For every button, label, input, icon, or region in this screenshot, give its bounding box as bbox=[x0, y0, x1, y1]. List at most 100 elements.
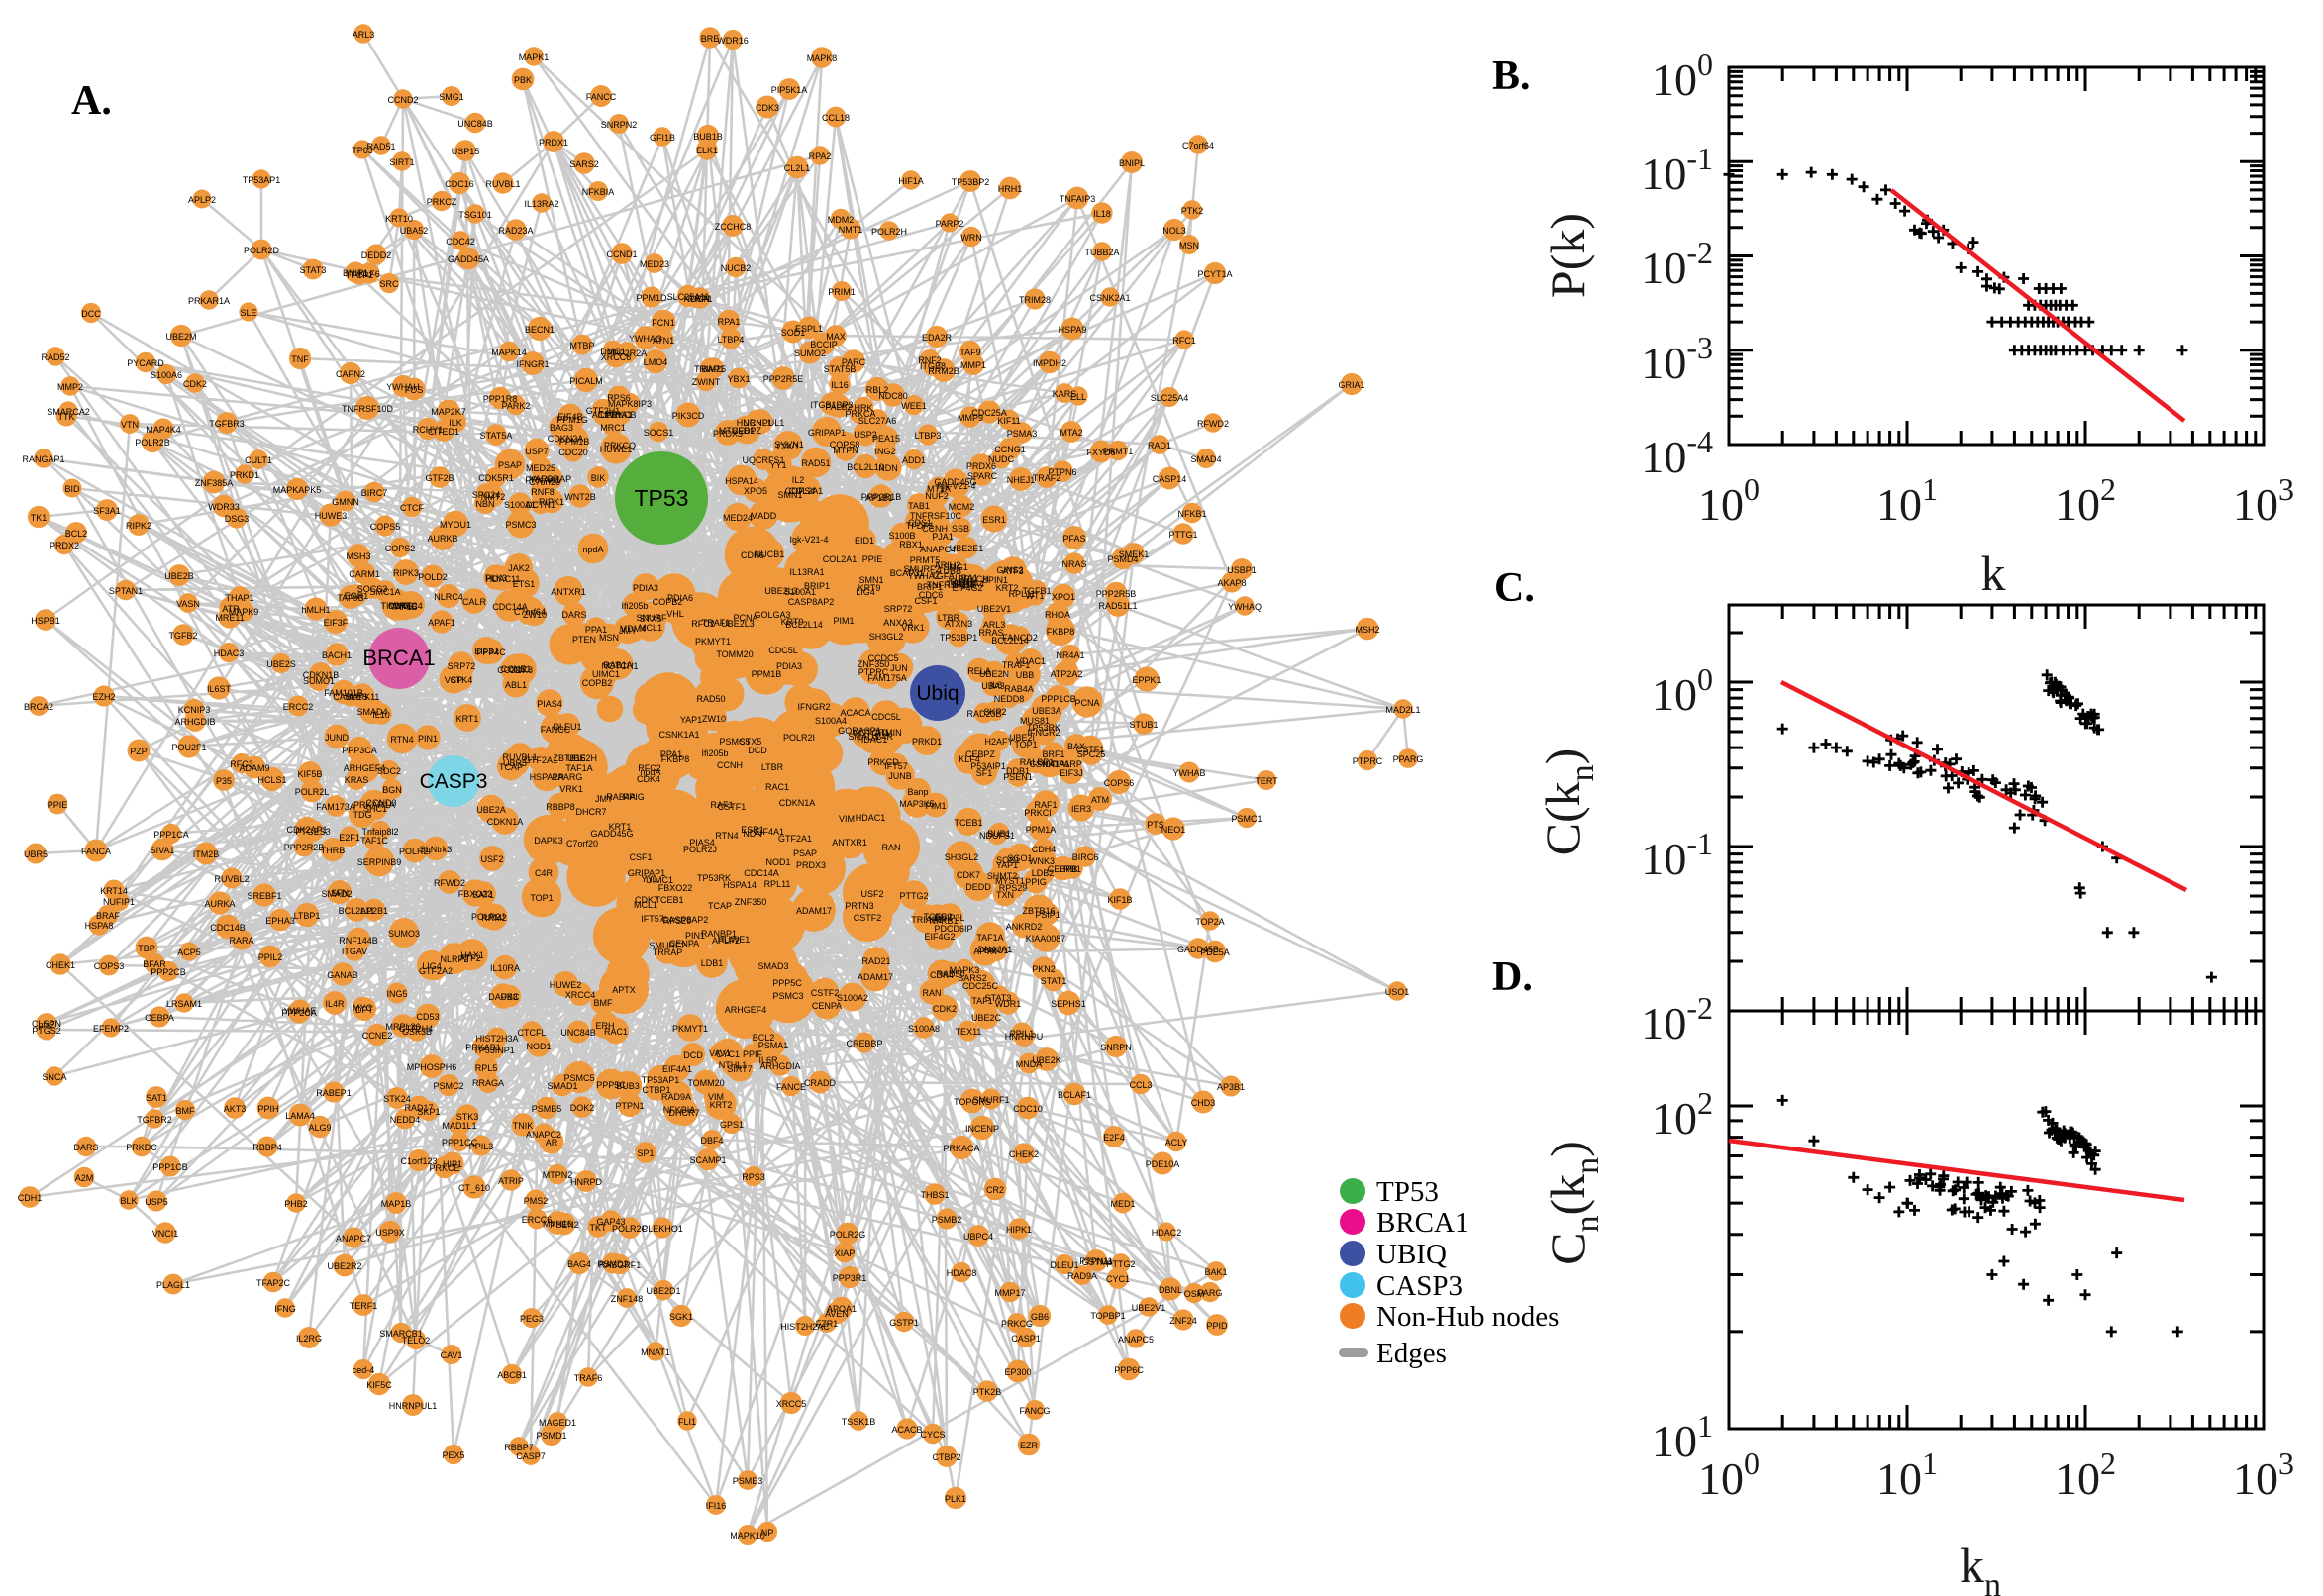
svg-text:ATMIN: ATMIN bbox=[874, 728, 901, 738]
svg-text:FANCA: FANCA bbox=[81, 847, 111, 856]
svg-text:YWHAE: YWHAE bbox=[283, 1006, 316, 1016]
svg-text:RASGRF1: RASGRF1 bbox=[599, 1260, 642, 1270]
svg-text:CDK8: CDK8 bbox=[509, 665, 533, 675]
svg-text:TKT: TKT bbox=[590, 1223, 608, 1233]
svg-text:DNAJA1: DNAJA1 bbox=[978, 945, 1013, 954]
svg-text:VTN: VTN bbox=[121, 420, 139, 430]
svg-text:RCHY1: RCHY1 bbox=[413, 425, 444, 435]
svg-text:SARS2: SARS2 bbox=[569, 159, 599, 169]
svg-text:PSAP: PSAP bbox=[498, 460, 522, 470]
svg-text:TFAP2C: TFAP2C bbox=[256, 1278, 291, 1288]
svg-text:PTK2: PTK2 bbox=[1181, 206, 1204, 216]
svg-text:TCEB1: TCEB1 bbox=[954, 818, 982, 828]
svg-text:PSMC5: PSMC5 bbox=[563, 1073, 594, 1083]
svg-text:MUS81: MUS81 bbox=[1020, 716, 1050, 726]
svg-text:EIF4A1: EIF4A1 bbox=[755, 827, 784, 837]
svg-text:GADD45A: GADD45A bbox=[448, 254, 489, 264]
svg-text:GSTM4: GSTM4 bbox=[1081, 1257, 1112, 1267]
svg-text:RAN: RAN bbox=[922, 988, 941, 998]
svg-text:IL13RA1: IL13RA1 bbox=[789, 567, 824, 577]
svg-text:PPP1CA: PPP1CA bbox=[153, 830, 189, 840]
svg-text:PIAS4: PIAS4 bbox=[689, 838, 715, 848]
svg-text:COX17: COX17 bbox=[497, 665, 527, 675]
svg-text:UBA1: UBA1 bbox=[955, 573, 978, 583]
svg-text:YWHAQ: YWHAQ bbox=[1228, 602, 1262, 612]
svg-text:TOPORS: TOPORS bbox=[954, 1097, 991, 1107]
svg-text:PRKACA: PRKACA bbox=[943, 1144, 979, 1153]
svg-text:RBBP7: RBBP7 bbox=[504, 1443, 534, 1452]
svg-text:KIAA0087: KIAA0087 bbox=[1026, 934, 1066, 944]
svg-text:MAPK8IP3: MAPK8IP3 bbox=[608, 399, 652, 409]
svg-text:RNF8: RNF8 bbox=[531, 487, 555, 497]
svg-text:TOP2A: TOP2A bbox=[1195, 917, 1224, 927]
svg-text:RPL5: RPL5 bbox=[475, 1063, 498, 1073]
svg-text:SLC27A6: SLC27A6 bbox=[858, 416, 897, 426]
svg-text:TXN: TXN bbox=[996, 890, 1014, 900]
svg-text:MNAT1: MNAT1 bbox=[641, 1347, 670, 1357]
svg-text:NUCB2: NUCB2 bbox=[721, 263, 752, 273]
svg-text:JUNB: JUNB bbox=[888, 771, 912, 781]
svg-text:ADAM17: ADAM17 bbox=[796, 906, 832, 916]
svg-text:BMF: BMF bbox=[176, 1106, 196, 1116]
svg-text:PPM1B: PPM1B bbox=[559, 437, 590, 447]
svg-text:ced-4: ced-4 bbox=[353, 1365, 375, 1375]
svg-text:BCL2L11: BCL2L11 bbox=[339, 906, 375, 916]
svg-text:THBS1: THBS1 bbox=[920, 1190, 949, 1200]
svg-text:PPIE: PPIE bbox=[862, 554, 883, 564]
svg-text:PPIF: PPIF bbox=[743, 1049, 763, 1059]
svg-text:SREBF1: SREBF1 bbox=[247, 891, 281, 901]
svg-text:XIAP: XIAP bbox=[835, 1248, 856, 1258]
svg-text:BRIP1: BRIP1 bbox=[917, 582, 943, 592]
svg-text:PMS2: PMS2 bbox=[524, 1196, 549, 1206]
svg-text:GMNN: GMNN bbox=[332, 497, 359, 507]
svg-text:CDK5R1: CDK5R1 bbox=[478, 473, 514, 483]
svg-text:OSM: OSM bbox=[1184, 1289, 1205, 1299]
svg-text:ACIN1: ACIN1 bbox=[592, 410, 619, 420]
svg-text:DOK2: DOK2 bbox=[570, 1103, 595, 1113]
svg-text:EFEMP2: EFEMP2 bbox=[93, 1024, 129, 1034]
svg-text:UBC: UBC bbox=[500, 992, 520, 1002]
svg-text:PLAGL1: PLAGL1 bbox=[156, 1280, 190, 1290]
svg-text:NOD1: NOD1 bbox=[526, 1042, 551, 1051]
svg-text:CAV1: CAV1 bbox=[777, 442, 800, 451]
svg-text:HDAC1: HDAC1 bbox=[858, 735, 888, 745]
svg-text:PRKD1: PRKD1 bbox=[230, 470, 259, 480]
svg-text:NEO1: NEO1 bbox=[1162, 825, 1186, 835]
svg-text:DSG3: DSG3 bbox=[225, 514, 250, 524]
svg-text:CENPA: CENPA bbox=[812, 1001, 842, 1011]
svg-text:CD53: CD53 bbox=[416, 1012, 439, 1022]
svg-text:SUMO3: SUMO3 bbox=[388, 929, 420, 939]
svg-text:IFT57: IFT57 bbox=[884, 761, 908, 771]
svg-text:PRKAA1: PRKAA1 bbox=[525, 475, 560, 485]
svg-text:CT_610: CT_610 bbox=[458, 1183, 490, 1193]
svg-text:BUB1B: BUB1B bbox=[693, 132, 723, 142]
svg-text:hMLH1: hMLH1 bbox=[301, 605, 330, 615]
svg-text:NMT1: NMT1 bbox=[839, 225, 863, 235]
svg-text:TAF1C: TAF1C bbox=[360, 836, 388, 846]
svg-text:MDM2: MDM2 bbox=[828, 215, 855, 225]
svg-text:ADAM17: ADAM17 bbox=[858, 972, 893, 982]
svg-text:ZNF148: ZNF148 bbox=[611, 1294, 644, 1304]
svg-text:STK24: STK24 bbox=[383, 1094, 411, 1104]
svg-text:CDKN2A: CDKN2A bbox=[548, 434, 584, 444]
svg-text:TP53: TP53 bbox=[1376, 1176, 1439, 1208]
svg-text:RAD50: RAD50 bbox=[696, 694, 725, 704]
svg-text:RTN4: RTN4 bbox=[390, 735, 413, 745]
svg-text:JMY: JMY bbox=[619, 626, 637, 636]
svg-text:TOP1: TOP1 bbox=[530, 893, 553, 903]
svg-text:DDB1: DDB1 bbox=[1006, 766, 1030, 776]
svg-text:RUVBL1: RUVBL1 bbox=[485, 179, 520, 189]
svg-text:MAP2K7: MAP2K7 bbox=[431, 407, 466, 417]
svg-text:SMARCA2: SMARCA2 bbox=[47, 407, 90, 417]
svg-text:BFAR: BFAR bbox=[143, 959, 166, 969]
svg-text:RAD21: RAD21 bbox=[861, 956, 890, 966]
svg-text:SOCS1: SOCS1 bbox=[644, 428, 674, 438]
svg-text:AR: AR bbox=[546, 1138, 558, 1147]
svg-text:PPP3CA: PPP3CA bbox=[342, 746, 377, 755]
svg-text:TP53AP1: TP53AP1 bbox=[642, 1075, 680, 1085]
svg-text:RUVBL2: RUVBL2 bbox=[214, 874, 249, 884]
svg-text:SH3GL2: SH3GL2 bbox=[945, 852, 979, 862]
svg-text:UBE2V1: UBE2V1 bbox=[1132, 1303, 1166, 1313]
svg-text:EPPK1: EPPK1 bbox=[1132, 675, 1161, 685]
svg-text:D.: D. bbox=[1492, 954, 1533, 1000]
